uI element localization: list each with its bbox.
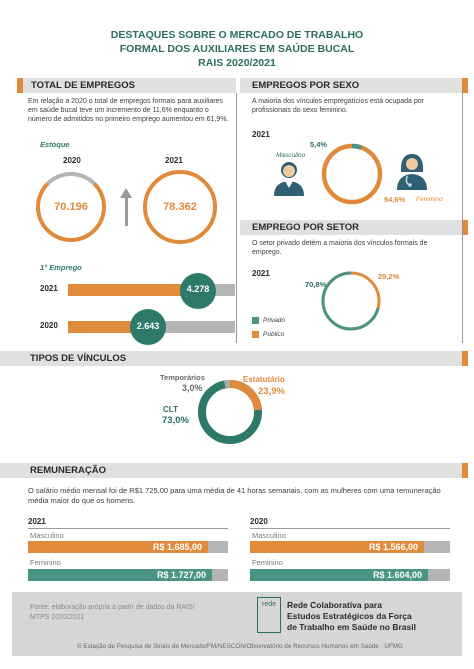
bar-2021-value: 4.278 [186,284,210,294]
feminino-label: Feminino [416,196,443,203]
bar-2021-fill [68,284,198,296]
privado-pct: 70,8% [305,280,327,289]
estoque-2021-ring [143,170,217,244]
divider [28,528,228,529]
source-note: Fonte: elaboração própria a partir de da… [30,604,195,621]
legend-privado-label: Privado [263,317,286,324]
temporarios-label: Temporários [160,373,205,382]
bar-2021-badge [180,273,216,309]
section-accent [17,78,23,93]
bar-2020-year: 2020 [40,321,58,330]
section-title: TIPOS DE VÍNCULOS [30,353,127,364]
rede-logo: rede [257,597,281,633]
clt-pct: 73,0% [162,415,189,426]
page-title-line2: FORMAL DOS AUXILIARES EM SAÚDE BUCAL [119,43,355,55]
section-title: EMPREGO POR SETOR [252,222,359,233]
temporarios-pct: 3,0% [182,383,203,393]
male-professional-icon [274,162,304,196]
publico-pct: 29,2% [378,272,400,281]
setor-donut [321,271,381,331]
feminino-arc [321,143,383,205]
clt-label: CLT [163,405,178,414]
section-accent [462,463,468,478]
sexo-year: 2021 [252,130,270,139]
primeiro-emprego-label: 1° Emprego [40,263,82,272]
org-name-line1: Rede Colaborativa para [287,600,382,610]
estatutario-pct: 23,9% [258,386,285,397]
privado-arc [321,271,381,331]
setor-year: 2021 [252,269,270,278]
remuneracao-text: O salário médio mensal foi de R$1.725,00… [28,486,441,505]
empregos-sexo-text: A maioria dos vínculos empregatícios est… [252,98,424,114]
section-header-tipos-vinculos: TIPOS DE VÍNCULOS [0,351,462,366]
estoque-label: Estoque [40,140,70,149]
divider [250,528,450,529]
masculino-arc [321,143,383,205]
remun-2021-year: 2021 [28,517,46,526]
temporarios-arc [223,380,231,389]
divider [462,93,463,343]
remun-2020-masc-label: Masculino [252,531,286,540]
page-subtitle: RAIS 2020/2021 [198,57,276,69]
bar-2020-value: 2.643 [136,321,160,331]
section-accent [462,78,468,93]
masculino-label: Masculino [276,152,306,159]
legend-publico-label: Público [263,331,285,338]
arrow-up-icon [120,188,132,198]
copyright: © Estação de Pesquisa de Sinais de Merca… [77,643,403,650]
remun-2021-fem-label: Feminino [30,558,61,567]
bar-2021-year: 2021 [40,284,58,293]
section-title: TOTAL DE EMPREGOS [31,80,135,91]
remun-2020-fem-label: Feminino [252,558,283,567]
remun-2020-fem-bar: R$ 1.604,00 [250,569,428,581]
year-2021-label: 2021 [165,156,183,165]
legend-publico-swatch [252,331,259,338]
growth-arrow-shaft [125,196,128,226]
female-professional-icon [397,154,427,190]
bar-2020-badge [130,309,166,345]
section-header-emprego-setor: EMPREGO POR SETOR [240,220,462,235]
estatutario-label: Estatutário [243,375,285,384]
remun-2020-year: 2020 [250,517,268,526]
year-2020-label: 2020 [63,156,81,165]
bar-2020-fill [68,321,148,333]
section-header-remuneracao: REMUNERAÇÃO [0,463,462,478]
estatutario-arc [229,380,262,411]
section-title: EMPREGOS POR SEXO [252,80,360,91]
vinculos-donut [198,380,262,444]
section-accent [462,220,468,235]
sexo-donut [321,143,383,205]
page-title-line1: DESTAQUES SOBRE O MERCADO DE TRABALHO [110,29,364,41]
total-empregos-text: Em relação a 2020 o total de empregos fo… [28,98,229,123]
section-header-empregos-sexo: EMPREGOS POR SEXO [240,78,462,93]
estoque-2020-ring [36,172,106,242]
footer [12,592,462,656]
remun-2021-masc-label: Masculino [30,531,64,540]
org-name-line2: Estudos Estratégicos da Força [287,611,412,621]
estoque-2020-value: 70.196 [54,201,88,213]
divider [236,93,237,343]
estoque-2021-value: 78.362 [163,201,197,213]
masculino-pct: 5,4% [310,140,328,149]
remun-2021-fem-bar: R$ 1.727,00 [28,569,212,581]
section-header-total-empregos: TOTAL DE EMPREGOS [23,78,236,93]
section-accent [462,351,468,366]
org-name-line3: de Trabalho em Saúde no Brasil [287,622,416,632]
section-title: REMUNERAÇÃO [30,465,106,476]
feminino-pct: 94,6% [384,195,406,204]
legend-privado-swatch [252,317,259,324]
remun-2020-masc-bar: R$ 1.566,00 [250,541,424,553]
emprego-setor-text: O setor privado detém a maioria dos vínc… [252,240,428,256]
remun-2021-masc-bar: R$ 1.685,00 [28,541,208,553]
